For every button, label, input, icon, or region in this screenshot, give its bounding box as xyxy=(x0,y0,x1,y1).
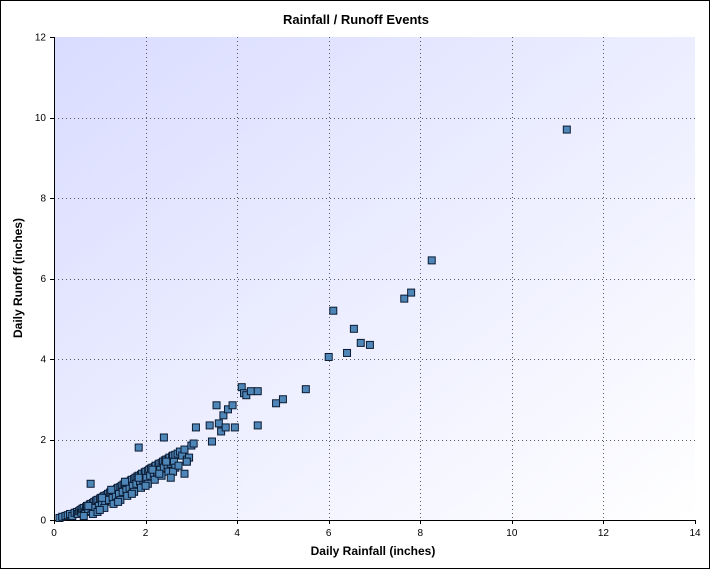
data-point xyxy=(162,457,171,466)
data-point xyxy=(253,387,262,396)
data-point xyxy=(343,348,352,357)
x-tick-label: 6 xyxy=(326,528,332,539)
data-point xyxy=(141,481,150,490)
data-point xyxy=(278,395,287,404)
data-point xyxy=(84,501,93,510)
data-point xyxy=(253,421,262,430)
data-point xyxy=(407,288,416,297)
data-point xyxy=(180,469,189,478)
data-point xyxy=(356,338,365,347)
data-point xyxy=(272,399,281,408)
plot-area xyxy=(54,37,695,520)
y-tick-label: 6 xyxy=(40,274,46,285)
y-tick-label: 4 xyxy=(40,355,46,366)
data-point xyxy=(189,439,198,448)
data-point xyxy=(127,489,136,498)
tick-labels: 0 2 4 6 8 10 12 14 0 2 4 6 8 10 12 xyxy=(35,33,701,540)
x-tick-label: 2 xyxy=(143,528,149,539)
y-tick-label: 10 xyxy=(35,113,47,124)
x-tick-label: 10 xyxy=(506,528,518,539)
x-tick-label: 0 xyxy=(51,528,57,539)
data-point xyxy=(98,493,107,502)
data-point xyxy=(219,411,228,420)
data-point xyxy=(174,461,183,470)
data-point xyxy=(191,423,200,432)
data-point xyxy=(107,485,116,494)
y-tick-label: 12 xyxy=(35,33,47,44)
data-point xyxy=(217,427,226,436)
data-point xyxy=(148,465,157,474)
data-point xyxy=(212,401,221,410)
data-point xyxy=(114,497,123,506)
y-tick-label: 2 xyxy=(40,435,46,446)
y-tick-label: 0 xyxy=(40,516,46,527)
data-point xyxy=(159,433,168,442)
data-point xyxy=(562,125,571,134)
y-axis-label: Daily Runoff (inches) xyxy=(11,218,25,338)
x-tick-label: 4 xyxy=(234,528,240,539)
data-point xyxy=(205,421,214,430)
data-point xyxy=(150,475,159,484)
data-point xyxy=(120,477,129,486)
data-point xyxy=(324,352,333,361)
axes xyxy=(50,37,696,524)
data-point xyxy=(180,445,189,454)
data-point xyxy=(95,505,104,514)
data-point xyxy=(134,473,143,482)
data-point xyxy=(349,324,358,333)
x-tick-label: 12 xyxy=(598,528,610,539)
data-point xyxy=(228,401,237,410)
data-point xyxy=(301,385,310,394)
data-point xyxy=(86,479,95,488)
x-tick-label: 14 xyxy=(689,528,701,539)
data-point xyxy=(207,437,216,446)
data-point xyxy=(329,306,338,315)
x-axis-label: Daily Rainfall (inches) xyxy=(311,544,436,558)
y-tick-label: 8 xyxy=(40,194,46,205)
data-point xyxy=(214,419,223,428)
data-point xyxy=(79,511,88,520)
data-point xyxy=(182,457,191,466)
chart-title: Rainfall / Runoff Events xyxy=(283,12,429,27)
data-point xyxy=(400,294,409,303)
data-point xyxy=(427,256,436,265)
data-point xyxy=(166,473,175,482)
data-point xyxy=(223,405,232,414)
data-point xyxy=(134,443,143,452)
data-point xyxy=(221,423,230,432)
data-point xyxy=(155,469,164,478)
gridlines xyxy=(54,37,695,520)
data-points xyxy=(55,125,571,522)
x-tick-label: 8 xyxy=(418,528,424,539)
data-point xyxy=(242,391,251,400)
data-point xyxy=(365,340,374,349)
data-point xyxy=(230,423,239,432)
data-point xyxy=(246,387,255,396)
